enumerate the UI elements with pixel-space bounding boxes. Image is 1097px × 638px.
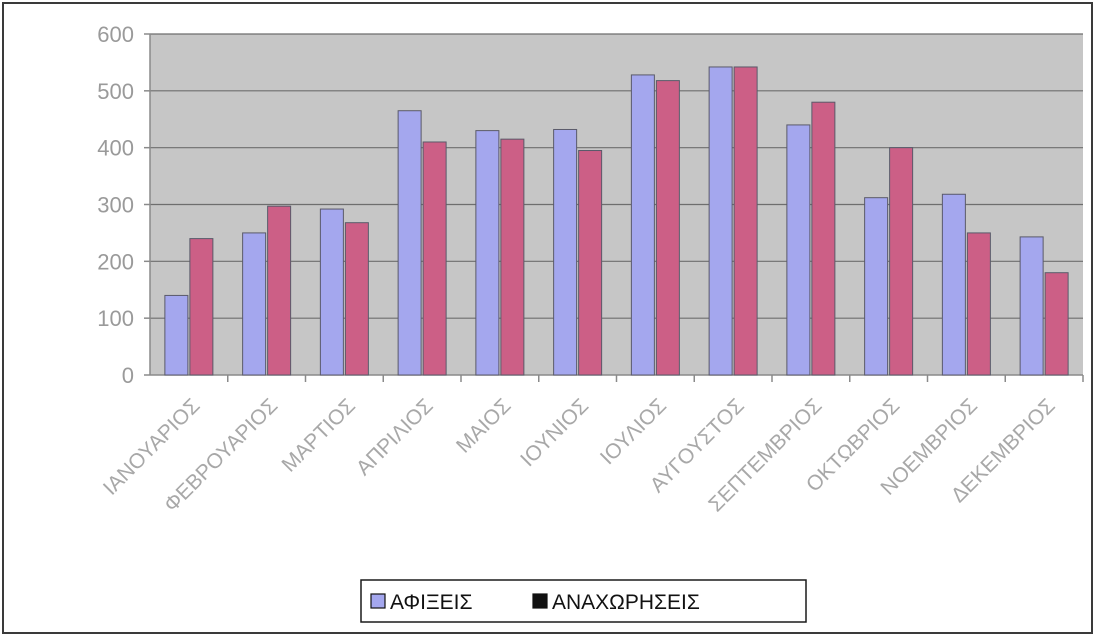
bar-arrivals bbox=[397, 110, 422, 376]
bar-arrivals bbox=[475, 130, 500, 376]
legend-box bbox=[360, 579, 807, 623]
bar-departures bbox=[733, 66, 758, 376]
y-tick-label: 200 bbox=[97, 249, 134, 274]
x-tick-label: ΑΠΡΙΛΙΟΣ bbox=[352, 394, 438, 480]
y-tick-label: 300 bbox=[97, 193, 134, 218]
bar-departures bbox=[344, 222, 369, 376]
bar-departures bbox=[1044, 272, 1069, 376]
bar-arrivals bbox=[319, 208, 344, 376]
bar-arrivals bbox=[941, 193, 966, 376]
bar-departures bbox=[422, 141, 447, 376]
legend-swatch-arrivals bbox=[370, 593, 386, 609]
x-tick-label: ΜΑΡΤΙΟΣ bbox=[278, 394, 360, 476]
bar-arrivals bbox=[164, 294, 189, 376]
bar-departures bbox=[578, 150, 603, 376]
x-tick-label: ΜΑΙΟΣ bbox=[452, 394, 515, 457]
bar-departures bbox=[189, 238, 214, 376]
legend-label-departures: ΑΝΑΧΩΡΗΣΕΙΣ bbox=[552, 591, 700, 614]
bar-departures bbox=[655, 80, 680, 376]
bar-departures bbox=[966, 232, 991, 376]
y-tick-label: 500 bbox=[97, 79, 134, 104]
x-tick-label: ΙΟΥΛΙΟΣ bbox=[596, 394, 671, 469]
bar-arrivals bbox=[242, 232, 267, 376]
y-tick-label: 100 bbox=[97, 306, 134, 331]
y-tick-label: 600 bbox=[97, 22, 134, 47]
bar-departures bbox=[811, 101, 836, 376]
bar-departures bbox=[267, 205, 292, 376]
bar-arrivals bbox=[630, 74, 655, 376]
bar-arrivals bbox=[864, 197, 889, 376]
bar-arrivals bbox=[708, 66, 733, 376]
y-tick-label: 400 bbox=[97, 136, 134, 161]
bar-departures bbox=[500, 138, 525, 376]
bar-arrivals bbox=[1019, 236, 1044, 376]
bar-departures bbox=[889, 147, 914, 376]
bar-arrivals bbox=[553, 128, 578, 376]
y-tick-label: 0 bbox=[122, 363, 134, 388]
legend-label-arrivals: ΑΦΙΞΕΙΣ bbox=[390, 591, 472, 614]
x-tick-label: ΙΟΥΝΙΟΣ bbox=[516, 394, 593, 471]
legend-swatch-departures bbox=[532, 593, 548, 609]
bar-arrivals bbox=[786, 124, 811, 376]
